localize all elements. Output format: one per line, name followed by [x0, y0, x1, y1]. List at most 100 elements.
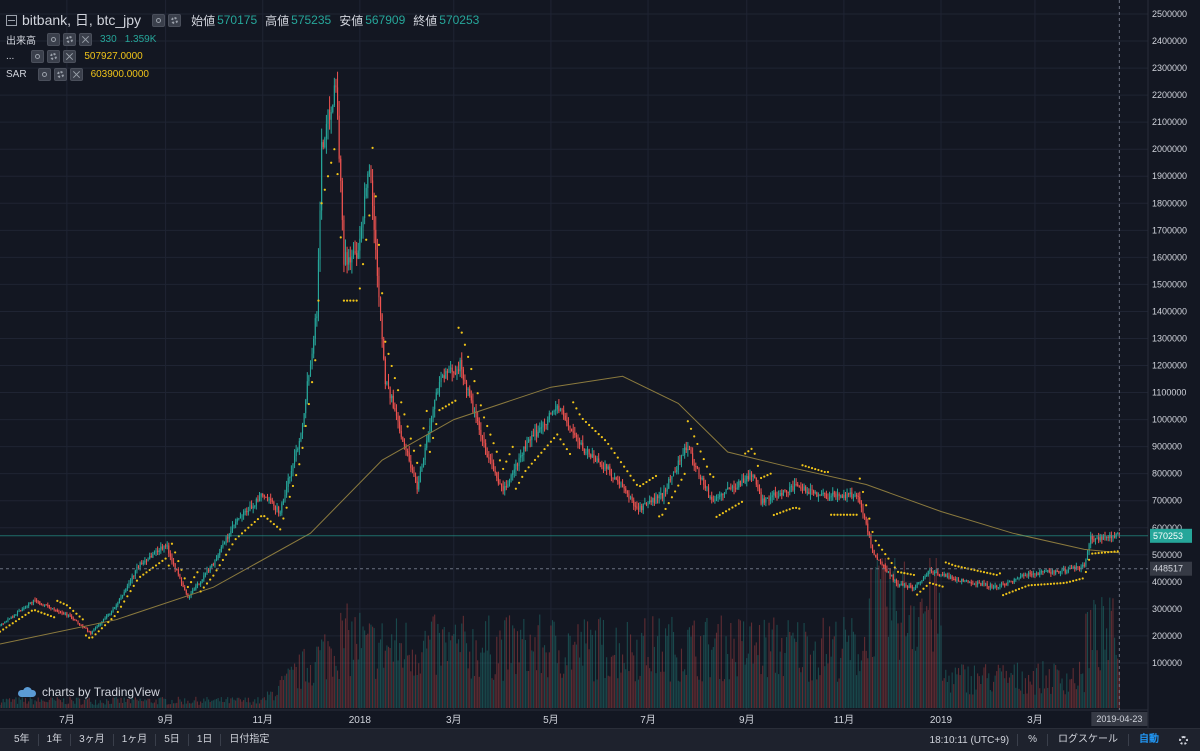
sar-dot	[709, 473, 712, 476]
sar-dot	[158, 562, 161, 565]
auto-scale-button[interactable]: 自動	[1128, 734, 1169, 746]
candle-body	[155, 550, 157, 553]
candle-body	[419, 471, 421, 482]
candle-body	[614, 477, 616, 480]
percent-scale-button[interactable]: %	[1017, 734, 1047, 746]
sar-dot	[275, 525, 279, 528]
sar-dot	[855, 513, 858, 516]
close-icon[interactable]	[69, 68, 83, 81]
candle-body	[24, 607, 27, 609]
gear-icon[interactable]	[53, 68, 67, 81]
collapse-icon[interactable]	[6, 14, 17, 26]
candle-body	[677, 460, 679, 470]
sar-dot	[447, 403, 451, 406]
volume-bar	[787, 620, 789, 708]
volume-bar	[537, 625, 539, 708]
candle-body	[136, 566, 138, 571]
candle-body	[147, 559, 149, 562]
candle-body	[96, 626, 98, 629]
sar-dot	[1091, 552, 1094, 555]
candle-body	[1083, 564, 1085, 566]
candle-body	[251, 505, 253, 509]
volume-bar	[755, 642, 757, 708]
tradingview-watermark[interactable]: charts by TradingView	[18, 685, 160, 699]
y-tick-label: 1700000	[1152, 225, 1187, 235]
sar-dot	[667, 501, 670, 505]
volume-bar	[496, 636, 498, 708]
volume-bar	[451, 635, 453, 708]
candle-body	[384, 358, 386, 385]
volume-bar	[450, 640, 452, 708]
range-3m-button[interactable]: 3ヶ月	[71, 734, 114, 746]
volume-bar	[254, 699, 256, 708]
candle-body	[150, 556, 152, 558]
volume-bar	[800, 672, 802, 708]
candle-body	[75, 620, 77, 622]
candle-body	[696, 466, 698, 469]
candle-body	[730, 487, 732, 489]
range-5d-button[interactable]: 5日	[156, 734, 189, 746]
volume-bar	[163, 698, 165, 708]
sar-dot	[731, 506, 734, 509]
volume-bar	[588, 649, 590, 708]
candle-body	[211, 563, 213, 568]
sar-dot	[368, 214, 371, 217]
candle-body	[854, 494, 856, 497]
volume-bar	[582, 665, 584, 708]
gear-icon[interactable]	[63, 33, 76, 46]
candle-body	[364, 196, 366, 219]
candle-body	[157, 550, 159, 553]
sar-dot	[339, 236, 342, 239]
eye-icon[interactable]	[152, 13, 166, 27]
volume-bar	[122, 702, 124, 708]
candle-body	[883, 565, 885, 567]
volume-bar	[18, 697, 20, 708]
sar-dot	[107, 621, 110, 624]
range-1d-button[interactable]: 1日	[189, 734, 222, 746]
candle-body	[835, 493, 837, 498]
candle-body	[666, 488, 668, 492]
log-scale-button[interactable]: ログスケール	[1047, 734, 1128, 746]
candle-body	[244, 511, 246, 513]
candle-body	[273, 501, 275, 507]
candle-body	[426, 440, 428, 448]
candle-body	[582, 442, 584, 449]
close-icon[interactable]	[63, 50, 77, 63]
sar-dot	[906, 572, 909, 575]
volume-bar	[972, 694, 974, 708]
range-1m-button[interactable]: 1ヶ月	[114, 734, 157, 746]
volume-bar	[617, 678, 619, 708]
candle-body	[902, 583, 904, 585]
volume-bar	[69, 696, 71, 708]
eye-icon[interactable]	[37, 68, 51, 81]
volume-bar	[294, 663, 296, 708]
sar-dot	[868, 517, 871, 520]
date-range-button[interactable]: 日付指定	[229, 734, 270, 745]
volume-bar	[770, 651, 772, 708]
candle-body	[911, 586, 913, 589]
sar-dot	[508, 453, 511, 456]
volume-bar	[42, 700, 44, 708]
volume-bar	[719, 679, 721, 708]
range-5y-button[interactable]: 5年	[6, 734, 39, 746]
volume-bar	[725, 636, 727, 708]
settings-gear-icon[interactable]	[1179, 735, 1188, 745]
volume-bar	[715, 632, 718, 708]
volume-bar	[395, 618, 398, 708]
sar-dot	[642, 482, 645, 486]
volume-bar	[849, 660, 851, 708]
range-1y-button[interactable]: 1年	[39, 734, 72, 746]
candle-body	[55, 609, 57, 611]
gear-icon[interactable]	[168, 13, 182, 27]
candle-body	[274, 506, 277, 510]
volume-bar	[384, 650, 386, 708]
eye-icon[interactable]	[31, 50, 45, 63]
close-icon[interactable]	[79, 33, 92, 46]
candle-body	[913, 588, 915, 590]
sar-dot	[941, 585, 944, 588]
eye-icon[interactable]	[47, 33, 60, 46]
sar-dot	[916, 593, 919, 596]
gear-icon[interactable]	[47, 50, 61, 63]
candle-body	[637, 507, 640, 510]
